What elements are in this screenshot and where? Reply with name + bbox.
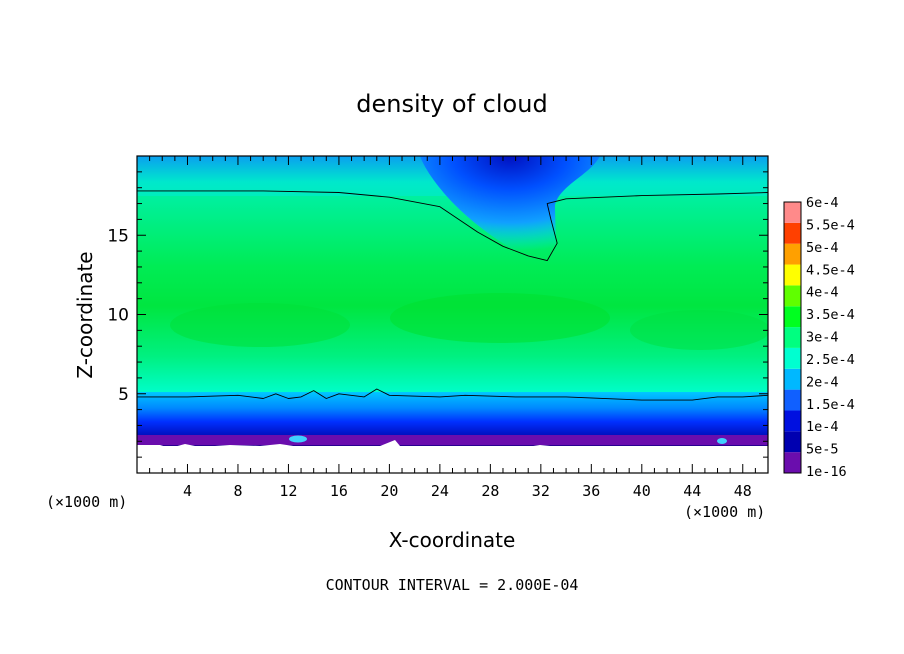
- y-tick-label: 10: [107, 306, 129, 326]
- x-tick-label: 32: [532, 482, 550, 500]
- x-tick-label: 44: [683, 482, 701, 500]
- contour-line: [137, 190, 768, 262]
- field-core-peak: [390, 293, 610, 343]
- x-tick-label: 20: [380, 482, 398, 500]
- colorbar-label: 6e-4: [806, 195, 839, 211]
- colorbar-swatch: [784, 264, 801, 286]
- colorbar-label: 1e-4: [806, 419, 839, 435]
- x-tick-label: 12: [279, 482, 297, 500]
- colorbar-label: 1e-16: [806, 464, 847, 480]
- field-base-band: [137, 435, 768, 445]
- colorbar-swatch: [784, 243, 801, 265]
- x-unit-label-right: (×1000 m): [684, 503, 765, 521]
- x-tick-label: 8: [233, 482, 242, 500]
- field-blob: [289, 435, 307, 443]
- colorbar-label: 2e-4: [806, 374, 839, 390]
- x-tick-label: 28: [481, 482, 499, 500]
- contour-interval-footer: CONTOUR INTERVAL = 2.000E-04: [326, 576, 579, 594]
- chart-title: density of cloud: [356, 90, 547, 118]
- colorbar-label: 3.5e-4: [806, 307, 855, 323]
- colorbar-swatch: [784, 410, 801, 432]
- colorbar-swatch: [784, 368, 801, 390]
- field-blob: [717, 438, 727, 444]
- x-tick-label: 36: [582, 482, 600, 500]
- plot-area: [137, 156, 768, 473]
- x-axis-label: X-coordinate: [389, 528, 516, 552]
- colorbar-frame: [783, 201, 802, 474]
- x-tick-label: 4: [183, 482, 192, 500]
- colorbar-swatch: [784, 306, 801, 328]
- contour-line: [137, 388, 768, 401]
- x-tick-label: 48: [734, 482, 752, 500]
- y-tick-label: 15: [107, 226, 129, 246]
- colorbar-swatch: [784, 202, 801, 223]
- colorbar-label: 1.5e-4: [806, 397, 855, 413]
- colorbar: 1e-16 5e-5 1e-4 1.5e-4 2e-4 2.5e-4 3e-4 3.5e-4 4…: [783, 195, 855, 480]
- colorbar-swatch: [784, 389, 801, 411]
- colorbar-label: 4e-4: [806, 285, 839, 301]
- colorbar-swatch: [784, 222, 801, 244]
- x-tick-label: 40: [633, 482, 651, 500]
- colorbar-label: 5e-4: [806, 240, 839, 256]
- x-tick-label: 24: [431, 482, 449, 500]
- colorbar-swatch: [784, 452, 801, 473]
- colorbar-label: 2.5e-4: [806, 352, 855, 368]
- colorbar-label: 4.5e-4: [806, 262, 855, 278]
- colorbar-label: 5e-5: [806, 442, 839, 458]
- colorbar-swatch: [784, 431, 801, 453]
- field-core-peak: [170, 303, 350, 347]
- y-axis-label: Z-coordinate: [73, 251, 97, 378]
- colorbar-swatch: [784, 327, 801, 348]
- x-unit-label-left: (×1000 m): [46, 493, 127, 511]
- field-empty-region: [137, 440, 768, 473]
- contour-lines: [137, 190, 768, 401]
- colorbar-label: 5.5e-4: [806, 217, 855, 233]
- y-axis-ticks: 5 10 15: [107, 171, 768, 458]
- field-core-peak: [630, 310, 768, 350]
- colorbar-label: 3e-4: [806, 330, 839, 346]
- colorbar-swatch: [784, 285, 801, 307]
- colorbar-swatch: [784, 347, 801, 369]
- x-tick-label: 16: [330, 482, 348, 500]
- x-axis-ticks: 4 8 12 16 20 24 28 32 36 40 44 48: [149, 156, 756, 500]
- y-tick-label: 5: [118, 385, 129, 405]
